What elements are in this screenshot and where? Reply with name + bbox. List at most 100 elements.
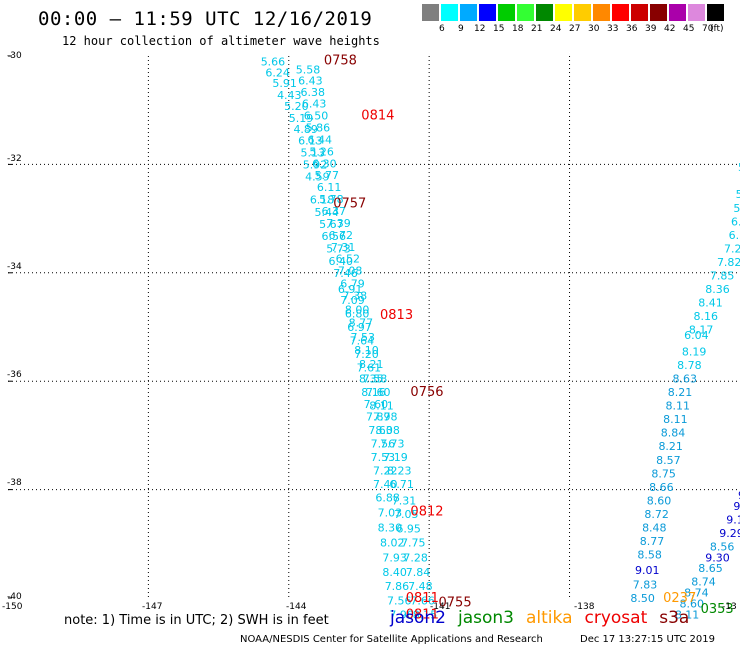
wave-height-value: 7.31 (331, 241, 356, 254)
wave-height-value: 8.58 (637, 549, 662, 562)
legend-label: 15 (493, 24, 505, 34)
wave-height-value: 7.87 (366, 410, 391, 423)
legend-swatch (517, 4, 534, 21)
wave-height-value: 8.60 (680, 597, 705, 610)
wave-height-value: 7.56 (371, 438, 396, 451)
wave-height-value: 5.58 (296, 64, 321, 77)
legend-swatch (441, 4, 458, 21)
wave-height-value: 8.41 (698, 297, 723, 310)
wave-height-value: 8.60 (647, 494, 672, 507)
lat-label: -30 (7, 51, 22, 61)
wave-height-value: 9.28 (733, 500, 740, 513)
footer-credit: NOAA/NESDIS Center for Satellite Applica… (240, 634, 543, 645)
wave-height-value: 5.13 (300, 146, 325, 159)
wave-height-value: 8.15 (413, 608, 438, 621)
wave-height-value: 7.63 (368, 424, 393, 437)
wave-height-value: 8.11 (665, 400, 690, 413)
wave-height-value: 4.89 (293, 123, 318, 136)
legend-swatch (669, 4, 686, 21)
pass-time-label: 0237 (663, 591, 696, 606)
legend-label: 36 (626, 24, 638, 34)
legend-label: 21 (531, 24, 543, 34)
wave-height-value: 7.20 (354, 348, 379, 361)
wave-height-value: 6.11 (317, 181, 342, 194)
wave-height-value: 6.79 (340, 278, 365, 291)
legend-label: 33 (607, 24, 619, 34)
wave-height-value: 6.56 (322, 230, 347, 243)
wave-height-value: 7.08 (338, 265, 363, 278)
wave-height-value: 4.43 (277, 89, 302, 102)
wave-height-value: 7.98 (373, 410, 398, 423)
pass-time-label: 0813 (380, 308, 413, 323)
wave-height-value: 6.72 (329, 229, 354, 242)
wave-height-value: 9.0 (738, 489, 740, 502)
wave-height-value: 7.46 (333, 267, 358, 280)
lat-label: -32 (7, 154, 22, 164)
wave-height-value: 7.53 (371, 451, 396, 464)
legend-swatch (422, 4, 439, 21)
lon-label: -141 (430, 602, 451, 612)
wave-height-value: 7.48 (408, 580, 433, 593)
wave-height-value: 6.43 (298, 74, 323, 87)
wave-height-value: 7.90 (389, 608, 414, 621)
wave-height-value: 7.24 (724, 242, 740, 255)
legend-swatch (593, 4, 610, 21)
satellite-jason3: jason3 (458, 608, 514, 628)
legend-label: 70 (702, 24, 714, 34)
wave-height-value: 6.52 (336, 253, 361, 266)
wave-height-value: 7.64 (350, 335, 375, 348)
wave-height-value: 6.50 (304, 110, 329, 123)
pass-time-label: 0353 (701, 602, 734, 617)
wave-height-value: 6.59 (729, 229, 740, 242)
legend-swatch (631, 4, 648, 21)
wave-height-value: 8.84 (661, 427, 686, 440)
wave-height-value: 9.16 (726, 513, 740, 526)
wave-height-value: 7.86 (385, 580, 410, 593)
wave-height-value: 8.48 (642, 522, 667, 535)
legend-swatch (555, 4, 572, 21)
legend-label: 9 (458, 24, 464, 34)
wave-height-value: 7.31 (392, 494, 417, 507)
wave-height-value: 6.40 (329, 255, 354, 268)
wave-height-value: 8.00 (345, 304, 370, 317)
wave-height-value: 8.21 (359, 358, 384, 371)
wave-height-value: 4.59 (305, 170, 330, 183)
wave-height-value: 8.30 (378, 522, 403, 535)
wave-height-value: 7.61 (357, 362, 382, 375)
wave-height-value: 5.78 (319, 193, 344, 206)
wave-height-value: 7.40 (373, 478, 398, 491)
wave-height-value: 8.40 (382, 566, 407, 579)
lon-label: -147 (142, 602, 163, 612)
wave-height-value: 7.66 (410, 595, 435, 608)
page-title: 00:00 – 11:59 UTC 12/16/2019 (38, 8, 373, 30)
wave-height-value: 7.60 (366, 386, 391, 399)
pass-time-label: 0757 (333, 196, 366, 211)
wave-height-value: 8.17 (689, 324, 714, 337)
wave-height-value: 8.02 (380, 537, 405, 550)
pass-time-label: 0812 (410, 504, 443, 519)
wave-height-value: 8.57 (656, 454, 681, 467)
wave-height-value: 8.11 (369, 400, 394, 413)
satellite-key: jason2 jason3 altika cryosat s3a (390, 608, 701, 628)
wave-height-value: 9.29 (719, 527, 740, 540)
wave-height-value: 9.01 (635, 564, 660, 577)
wave-height-value: 8.16 (361, 386, 386, 399)
wave-height-value: 7.19 (383, 451, 408, 464)
legend-label: 30 (588, 24, 600, 34)
legend-label: 39 (645, 24, 657, 34)
lon-label: -144 (286, 602, 307, 612)
wave-height-value: 5.66 (261, 55, 286, 68)
wave-height-value: 7.85 (710, 270, 735, 283)
wave-height-value: 7.83 (633, 578, 658, 591)
legend-swatch (650, 4, 667, 21)
satellite-s3a: s3a (659, 608, 690, 628)
legend-label: 24 (550, 24, 562, 34)
wave-height-value: 5.20 (284, 100, 309, 113)
wave-height-value: 7.39 (326, 217, 351, 230)
wave-height-value: 7.75 (401, 537, 426, 550)
legend-label: 27 (569, 24, 581, 34)
wave-height-value: 7.03 (378, 506, 403, 519)
wave-height-value: 8.21 (658, 440, 683, 453)
legend-swatch (460, 4, 477, 21)
wave-height-value: 5. (738, 161, 740, 174)
